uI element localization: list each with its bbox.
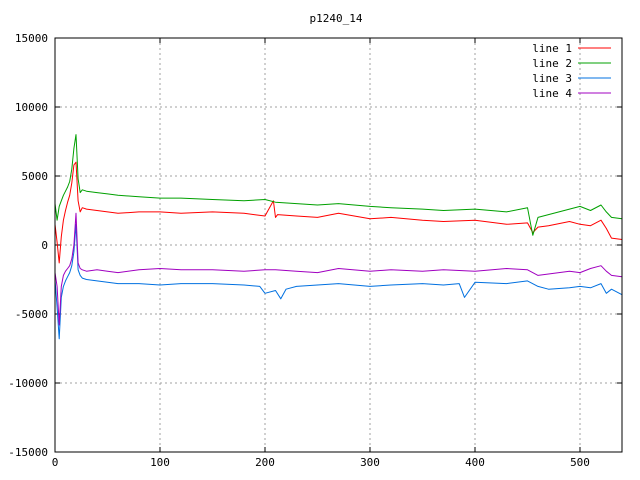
legend-label: line 4 <box>532 87 572 100</box>
series-line-4 <box>54 212 623 326</box>
x-tick-label: 300 <box>360 456 380 469</box>
x-tick-label: 0 <box>52 456 59 469</box>
y-tick-label: -10000 <box>8 377 48 390</box>
y-tick-label: 5000 <box>22 170 49 183</box>
grid <box>55 38 622 452</box>
x-tick-label: 200 <box>255 456 275 469</box>
series-line-2 <box>54 134 623 236</box>
legend-label: line 3 <box>532 72 572 85</box>
series-group <box>54 134 623 340</box>
chart-title: p1240_14 <box>310 12 363 25</box>
y-tick-label: -15000 <box>8 446 48 459</box>
y-tick-label: 10000 <box>15 101 48 114</box>
series-line-3 <box>54 223 623 340</box>
legend: line 1 line 2 line 3 line 4 <box>532 42 611 100</box>
axis-ticks: 0 100 200 300 400 500 -15000 -10000 -5000 0 5000 10… <box>8 32 622 469</box>
x-tick-label: 500 <box>570 456 590 469</box>
series-line-1 <box>54 161 623 264</box>
plot-frame <box>54 37 623 453</box>
legend-label: line 2 <box>532 57 572 70</box>
x-tick-label: 100 <box>150 456 170 469</box>
legend-label: line 1 <box>532 42 572 55</box>
x-tick-label: 400 <box>465 456 485 469</box>
y-tick-label: -5000 <box>15 308 48 321</box>
y-tick-label: 15000 <box>15 32 48 45</box>
y-tick-label: 0 <box>41 239 48 252</box>
